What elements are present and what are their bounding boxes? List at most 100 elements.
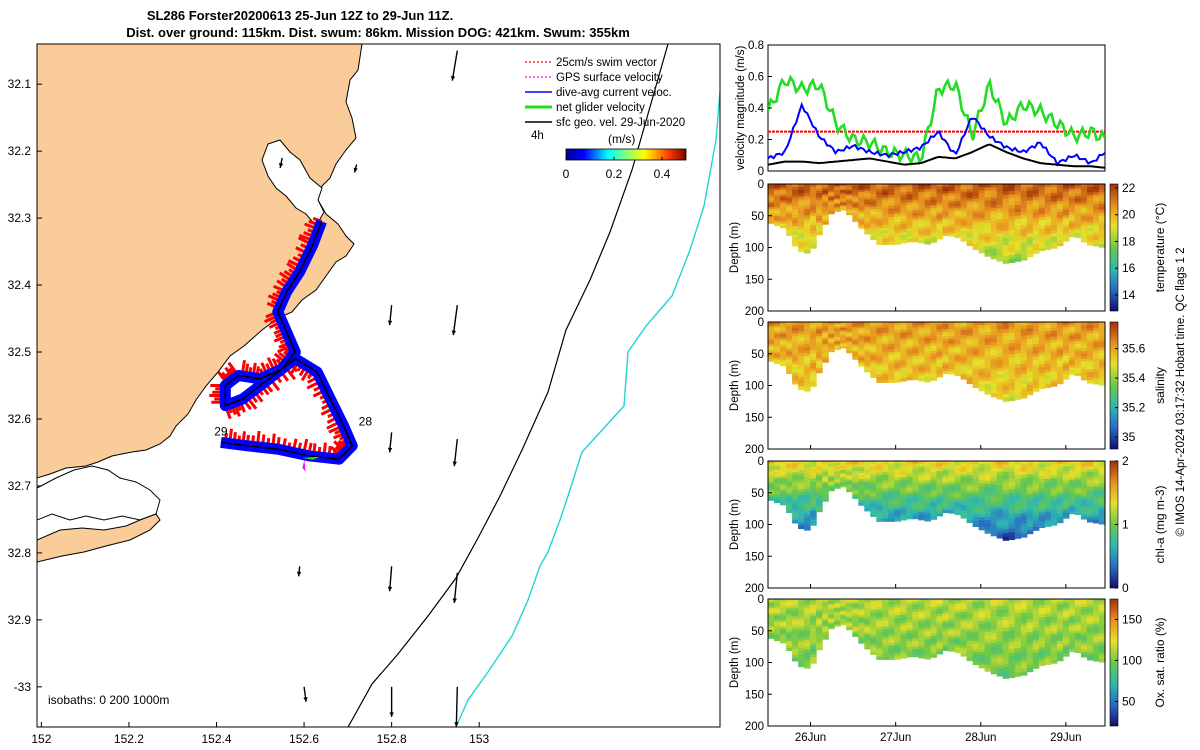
- section-cell: [1062, 468, 1070, 472]
- section-cell: [1099, 469, 1105, 474]
- section-cell: [780, 474, 787, 478]
- section-cell: [816, 227, 823, 231]
- section-cell: [972, 607, 980, 612]
- section-cell: [1086, 197, 1094, 202]
- section-cell: [774, 214, 781, 217]
- section-cell: [1099, 359, 1105, 363]
- section-cell: [936, 513, 944, 517]
- section-cell: [1050, 507, 1058, 512]
- section-cell: [1008, 631, 1016, 636]
- section-cell: [822, 196, 829, 200]
- section-cell: [918, 194, 925, 198]
- section-cell: [900, 509, 907, 513]
- section-cell: [834, 601, 841, 604]
- section-cell: [774, 199, 781, 202]
- section-cell: [1086, 192, 1094, 196]
- section-cell: [798, 623, 805, 628]
- section-cell: [858, 633, 865, 636]
- section-cell: [1026, 338, 1034, 343]
- net-velocity-mark: [302, 456, 321, 460]
- section-cell: [990, 187, 998, 192]
- section-cell: [1080, 513, 1088, 517]
- section-cell: [798, 190, 805, 194]
- section-cell: [966, 514, 974, 518]
- section-cell: [996, 464, 1004, 469]
- section-cell: [1032, 665, 1040, 669]
- section-cell: [864, 199, 871, 203]
- section-cell: [900, 224, 907, 228]
- section-cell: [972, 369, 980, 374]
- section-cell: [930, 374, 938, 379]
- section-cell: [942, 482, 950, 485]
- section-cell: [1026, 622, 1034, 626]
- section-cell: [774, 619, 781, 623]
- section-cell: [1032, 655, 1040, 660]
- section-cell: [900, 474, 907, 478]
- section-cell: [936, 213, 944, 217]
- section-cell: [1020, 384, 1028, 389]
- section-cell: [888, 227, 895, 232]
- section-cell: [912, 218, 919, 222]
- section-cell: [918, 644, 925, 648]
- section-cell: [990, 332, 998, 337]
- section-cell: [1038, 629, 1046, 633]
- section-cell: [834, 622, 841, 625]
- section-cell: [972, 466, 980, 471]
- section-cell: [798, 519, 805, 523]
- section-cell: [900, 503, 907, 508]
- section-cell: [780, 339, 787, 343]
- section-cell: [876, 222, 883, 226]
- section-cell: [1050, 625, 1058, 629]
- section-cell: [828, 603, 835, 605]
- section-cell: [924, 618, 932, 622]
- section-cell: [804, 350, 811, 354]
- section-cell: [1014, 627, 1022, 632]
- section-cell: [882, 330, 889, 334]
- section-cell: [948, 646, 956, 650]
- section-cell: [792, 347, 799, 351]
- section-cell: [966, 607, 974, 611]
- section-cell: [774, 599, 781, 602]
- section-cell: [1044, 481, 1052, 486]
- section-cell: [960, 189, 968, 193]
- section-cell: [1068, 477, 1076, 481]
- section-cell: [1044, 189, 1052, 194]
- section-cell: [912, 461, 919, 465]
- section-cell: [1002, 464, 1010, 469]
- section-cell: [828, 350, 835, 353]
- section-cell: [840, 200, 847, 203]
- section-cell: [972, 333, 980, 338]
- section-cell: [1099, 478, 1105, 482]
- section-cell: [1056, 203, 1064, 207]
- section-cell: [900, 639, 907, 643]
- section-cell: [1008, 184, 1016, 189]
- section-cell: [1093, 369, 1100, 374]
- section-cell: [792, 333, 799, 337]
- section-cell: [768, 332, 775, 336]
- section-cell: [1020, 619, 1028, 624]
- section-cell: [876, 200, 883, 204]
- section-cell: [1026, 203, 1034, 208]
- section-cell: [1032, 605, 1040, 609]
- section-cell: [852, 626, 859, 629]
- section-cell: [1020, 633, 1028, 638]
- section-cell: [918, 335, 925, 339]
- section-cell: [888, 518, 895, 522]
- section-cell: [876, 463, 883, 467]
- section-cell: [912, 329, 919, 334]
- section-cell: [786, 505, 793, 509]
- section-cell: [978, 322, 986, 326]
- section-cell: [978, 184, 986, 188]
- section-cell: [1062, 217, 1070, 221]
- section-cell: [906, 606, 913, 611]
- section-cell: [1038, 340, 1046, 344]
- section-cell: [1002, 234, 1010, 239]
- section-cell: [996, 381, 1004, 386]
- section-cell: [942, 496, 950, 499]
- section-cell: [798, 377, 805, 381]
- section-cell: [960, 648, 968, 652]
- section-cell: [774, 634, 781, 638]
- section-cell: [1008, 339, 1016, 344]
- section-cell: [1014, 357, 1022, 362]
- section-cell: [1008, 375, 1016, 380]
